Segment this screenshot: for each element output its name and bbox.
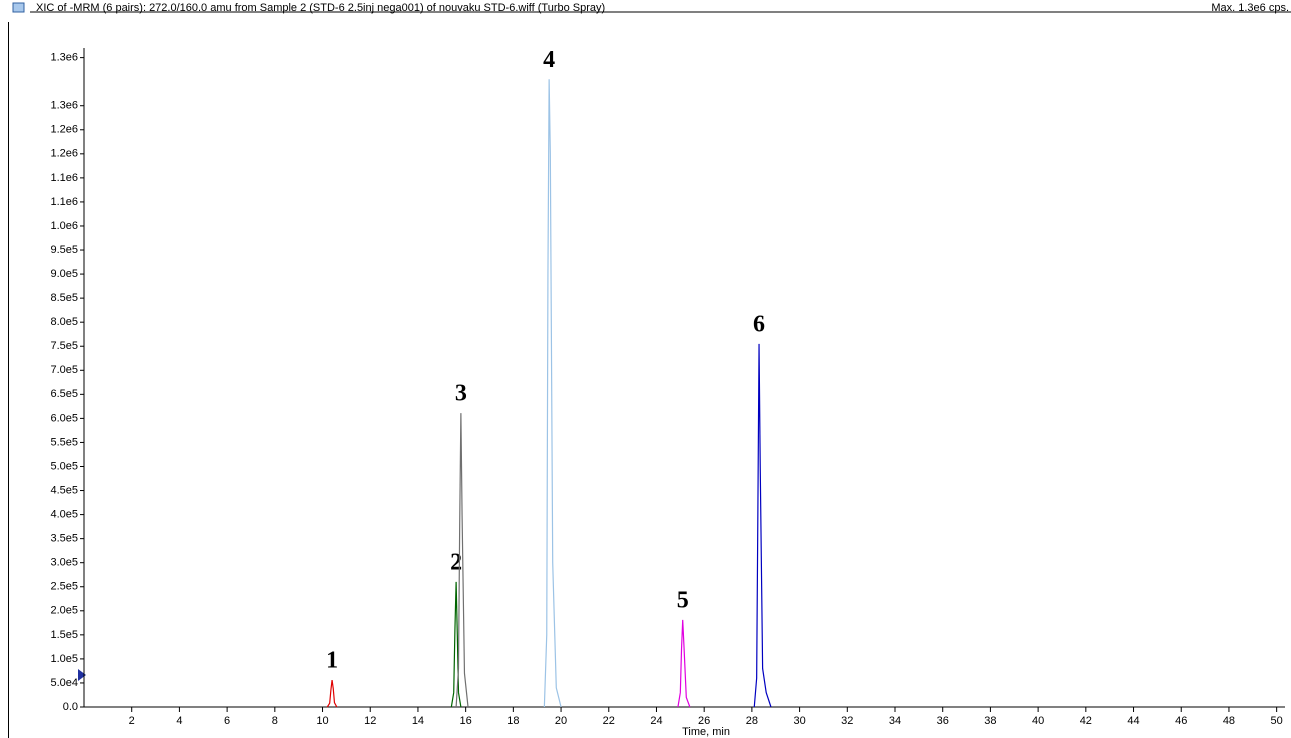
y-tick-label: 1.0e6 bbox=[50, 220, 78, 232]
x-tick-label: 18 bbox=[507, 715, 519, 727]
y-tick-label: 2.0e5 bbox=[50, 605, 78, 617]
y-tick-label: 1.2e6 bbox=[50, 148, 78, 160]
y-tick-label: 1.1e6 bbox=[50, 196, 78, 208]
trace bbox=[455, 413, 469, 708]
y-tick-label: 6.5e5 bbox=[50, 388, 78, 400]
trace bbox=[753, 343, 772, 708]
x-tick-label: 38 bbox=[984, 715, 996, 727]
x-tick-label: 42 bbox=[1080, 715, 1092, 727]
trace bbox=[543, 79, 562, 708]
x-tick-label: 34 bbox=[889, 715, 901, 727]
x-tick-label: 28 bbox=[746, 715, 758, 727]
x-tick-label: 26 bbox=[698, 715, 710, 727]
y-tick-label: 1.3e6 bbox=[50, 100, 78, 112]
x-tick-label: 20 bbox=[555, 715, 567, 727]
y-tick-label: 5.0e5 bbox=[50, 460, 78, 472]
y-tick-label: 1.2e6 bbox=[50, 124, 78, 136]
y-tick-label: 4.0e5 bbox=[50, 508, 78, 520]
y-tick-label: 8.0e5 bbox=[50, 316, 78, 328]
y-tick-label: 8.5e5 bbox=[50, 292, 78, 304]
peak-label: 3 bbox=[455, 381, 467, 407]
x-tick-label: 2 bbox=[129, 715, 135, 727]
x-tick-label: 36 bbox=[937, 715, 949, 727]
x-tick-label: 12 bbox=[364, 715, 376, 727]
x-tick-label: 10 bbox=[316, 715, 328, 727]
peak-label: 4 bbox=[543, 47, 555, 73]
y-tick-label: 1.0e5 bbox=[50, 653, 78, 665]
trace-icon bbox=[12, 2, 25, 13]
x-tick-label: 16 bbox=[460, 715, 472, 727]
x-axis-label: Time, min bbox=[682, 726, 730, 738]
x-tick-label: 24 bbox=[650, 715, 662, 727]
y-tick-label: 1.1e6 bbox=[50, 172, 78, 184]
trace bbox=[450, 581, 462, 708]
x-tick-label: 44 bbox=[1127, 715, 1139, 727]
x-tick-label: 22 bbox=[603, 715, 615, 727]
y-tick-label: 9.5e5 bbox=[50, 244, 78, 256]
chart-title: XIC of -MRM (6 pairs): 272.0/160.0 amu f… bbox=[36, 2, 605, 14]
peak-label: 2 bbox=[450, 549, 462, 575]
y-tick-label: 9.0e5 bbox=[50, 268, 78, 280]
trace bbox=[677, 619, 691, 708]
y-tick-label: 1.5e5 bbox=[50, 629, 78, 641]
x-tick-label: 48 bbox=[1223, 715, 1235, 727]
x-tick-label: 50 bbox=[1271, 715, 1283, 727]
peak-label: 5 bbox=[677, 587, 689, 613]
x-tick-label: 32 bbox=[841, 715, 853, 727]
y-tick-label: 3.0e5 bbox=[50, 557, 78, 569]
baseline-marker bbox=[78, 669, 86, 681]
x-tick-label: 46 bbox=[1175, 715, 1187, 727]
peak-label: 1 bbox=[326, 648, 338, 674]
y-tick-label: 1.3e6 bbox=[50, 52, 78, 64]
trace bbox=[326, 679, 338, 708]
y-tick-label: 6.0e5 bbox=[50, 412, 78, 424]
y-tick-label: 5.5e5 bbox=[50, 436, 78, 448]
x-tick-label: 30 bbox=[793, 715, 805, 727]
y-tick-label: 3.5e5 bbox=[50, 533, 78, 545]
y-tick-label: 7.0e5 bbox=[50, 364, 78, 376]
x-tick-label: 6 bbox=[224, 715, 230, 727]
x-tick-label: 8 bbox=[272, 715, 278, 727]
y-tick-label: 0.0 bbox=[63, 701, 78, 713]
y-tick-label: 5.0e4 bbox=[50, 677, 78, 689]
x-tick-label: 40 bbox=[1032, 715, 1044, 727]
y-tick-label: 4.5e5 bbox=[50, 484, 78, 496]
x-tick-label: 4 bbox=[176, 715, 182, 727]
max-label: Max. 1.3e6 cps. bbox=[1211, 2, 1289, 14]
peak-label: 6 bbox=[753, 311, 765, 337]
y-tick-label: 7.5e5 bbox=[50, 340, 78, 352]
x-tick-label: 14 bbox=[412, 715, 424, 727]
y-tick-label: 2.5e5 bbox=[50, 581, 78, 593]
